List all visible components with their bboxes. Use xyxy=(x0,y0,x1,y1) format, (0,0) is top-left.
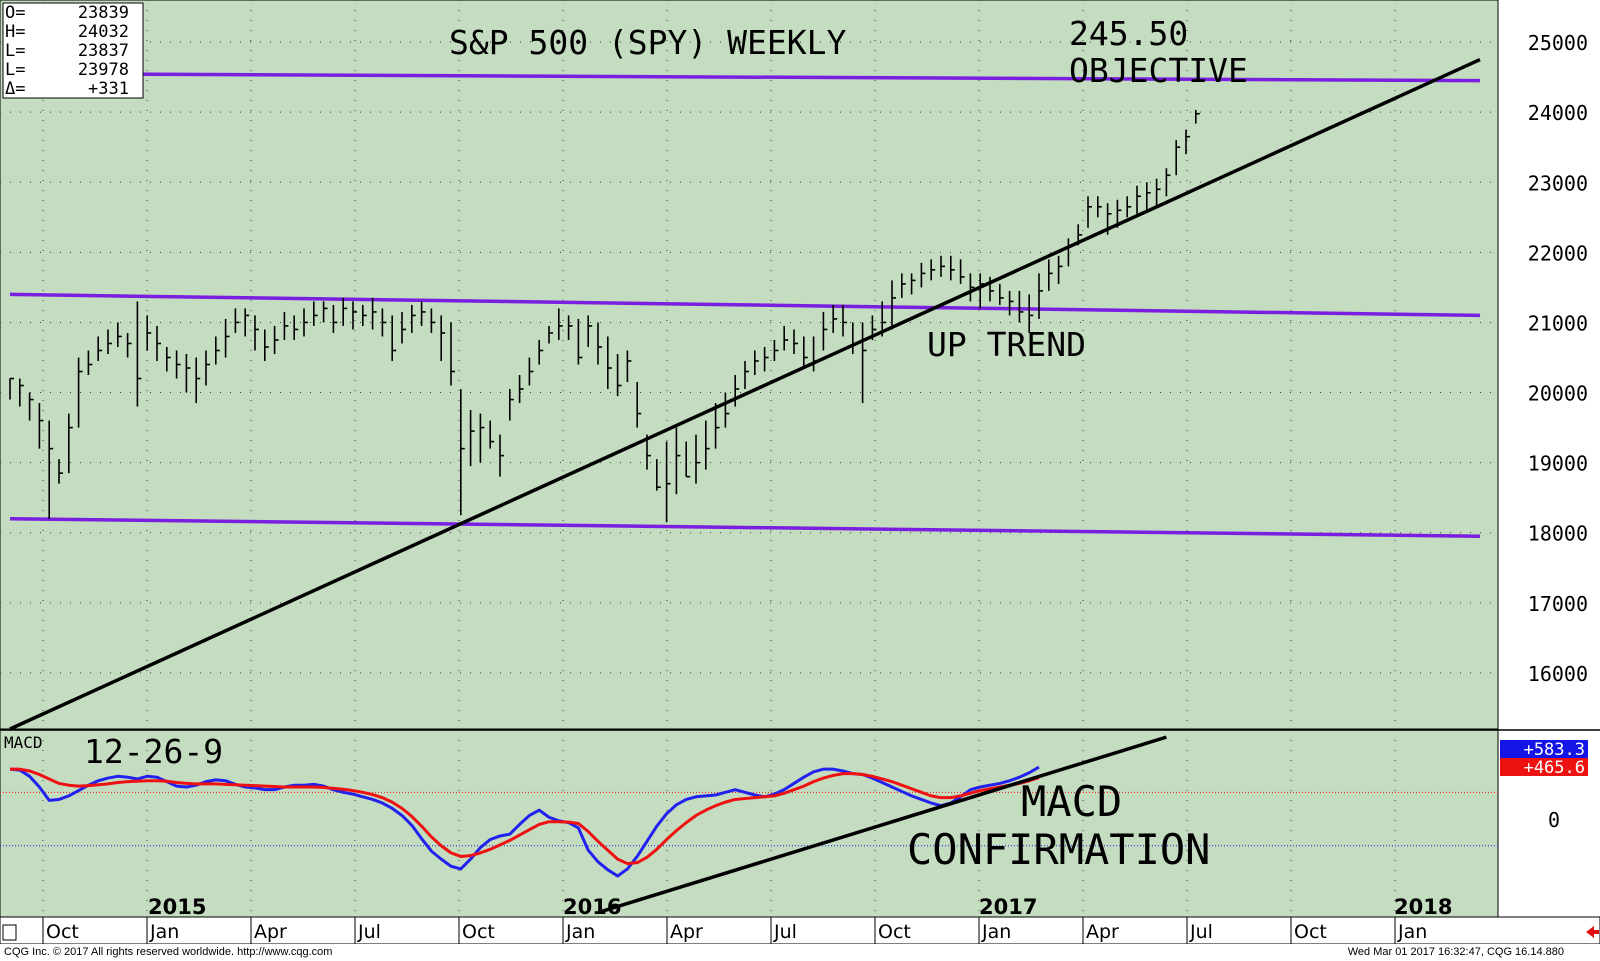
macd-readout-blue: +583.3 xyxy=(1524,740,1585,760)
month-label: Oct xyxy=(878,921,911,943)
price-panel-background xyxy=(0,0,1499,730)
month-label: Apr xyxy=(670,921,703,943)
grid xyxy=(0,0,1498,917)
month-label: Jul xyxy=(773,921,797,943)
price-tick-label: 20000 xyxy=(1528,382,1588,406)
price-tick-label: 16000 xyxy=(1528,662,1588,686)
ohlc-low-value: 23837 xyxy=(78,41,129,61)
month-label: Apr xyxy=(1086,921,1119,943)
ohlc-change-label: Δ= xyxy=(5,79,25,99)
corner-square-icon[interactable] xyxy=(2,924,17,941)
ohlc-low-label: L= xyxy=(5,41,25,61)
channel-line xyxy=(9,516,1481,538)
footer-timestamp: Wed Mar 01 2017 16:32:47, CQG 16.14.880 xyxy=(1347,946,1564,958)
ohlc-open-value: 23839 xyxy=(78,3,129,23)
ohlc-high-label: H= xyxy=(5,22,25,42)
month-label: Jan xyxy=(981,921,1011,943)
price-tick-label: 17000 xyxy=(1528,592,1588,616)
macd-confirmation-line1: MACD xyxy=(1021,777,1122,826)
month-label: Jan xyxy=(1397,921,1427,943)
footer-copyright: CQG Inc. © 2017 All rights reserved worl… xyxy=(4,946,333,958)
macd-lines xyxy=(9,735,1167,915)
up-trend-label: UP TREND xyxy=(927,325,1086,364)
price-tick-label: 21000 xyxy=(1528,311,1588,335)
price-tick-label: 24000 xyxy=(1528,101,1588,125)
axis-labels: 16000 17000 18000 19000 20000 21000 22000 23000… xyxy=(42,31,1588,944)
macd-trend-line xyxy=(597,735,1167,915)
month-label: Oct xyxy=(462,921,495,943)
ohlc-change-value: +331 xyxy=(88,79,129,99)
channel-lines xyxy=(9,57,1481,731)
chart-title: S&P 500 (SPY) WEEKLY xyxy=(449,23,846,62)
ohlc-last-label: L= xyxy=(5,60,25,80)
macd-readout-blue-box xyxy=(1500,740,1588,758)
signal-line xyxy=(10,767,1040,866)
channel-line xyxy=(9,292,1481,318)
price-tick-label: 19000 xyxy=(1528,452,1588,476)
objective-label: OBJECTIVE xyxy=(1069,51,1248,90)
channel-line xyxy=(9,71,1481,83)
ohlc-last-value: 23978 xyxy=(78,60,129,80)
macd-readout-red-box xyxy=(1500,758,1588,776)
macd-confirmation-line2: CONFIRMATION xyxy=(907,825,1210,874)
ohlc-box xyxy=(2,2,144,99)
year-label: 2015 xyxy=(148,895,206,919)
macd-params: 12-26-9 xyxy=(84,732,223,771)
footer: CQG Inc. © 2017 All rights reserved worl… xyxy=(0,944,1600,961)
scroll-left-arrow-icon[interactable] xyxy=(1586,926,1599,938)
month-label: Jul xyxy=(1189,921,1213,943)
price-tick-label: 23000 xyxy=(1528,171,1588,195)
price-tick-label: 25000 xyxy=(1528,31,1588,55)
month-label: Jan xyxy=(565,921,595,943)
year-label: 2016 xyxy=(563,895,621,919)
time-axis xyxy=(0,916,1600,944)
month-label: Jul xyxy=(357,921,381,943)
price-bars xyxy=(9,109,1200,523)
price-tick-label: 22000 xyxy=(1528,241,1588,265)
up-trend-line xyxy=(9,57,1481,731)
macd-tick-label: 0 xyxy=(1548,808,1560,832)
ohlc-open-label: O= xyxy=(5,3,25,23)
month-label: Apr xyxy=(254,921,287,943)
macd-readout-red: +465.6 xyxy=(1524,758,1585,778)
macd-panel-label: MACD xyxy=(4,733,43,752)
month-label: Oct xyxy=(46,921,79,943)
year-label: 2017 xyxy=(979,895,1037,919)
ohlc-high-value: 24032 xyxy=(78,22,129,42)
month-label: Jan xyxy=(149,921,179,943)
price-tick-label: 18000 xyxy=(1528,522,1588,546)
objective-value: 245.50 xyxy=(1069,14,1188,53)
macd-panel-background xyxy=(0,729,1499,918)
year-label: 2018 xyxy=(1394,895,1452,919)
month-label: Oct xyxy=(1294,921,1327,943)
